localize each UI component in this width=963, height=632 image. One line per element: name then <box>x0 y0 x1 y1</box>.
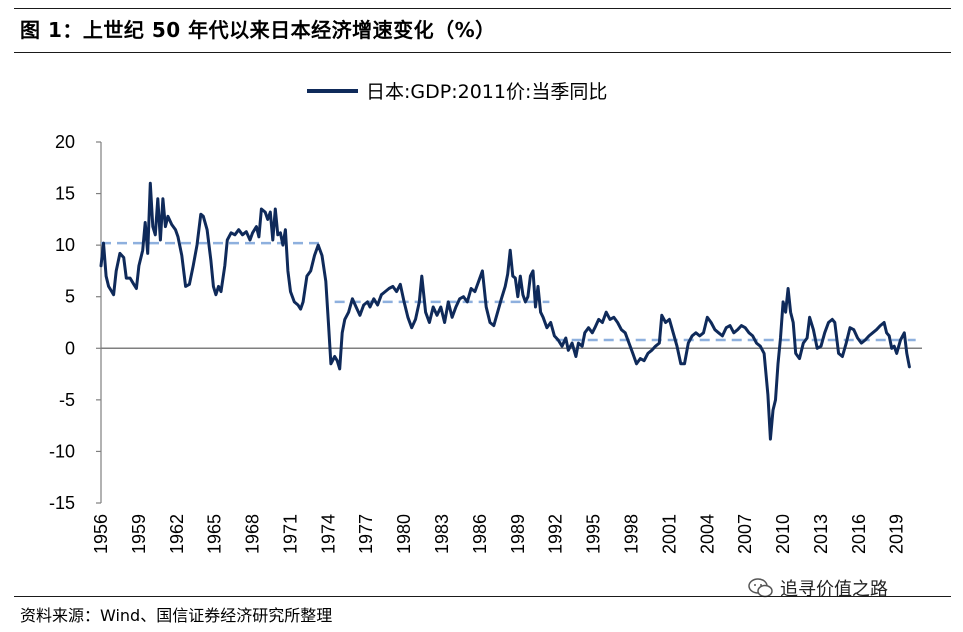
x-tick-label: 1992 <box>546 514 566 554</box>
x-tick-label: 1959 <box>129 514 149 554</box>
y-tick-label: 15 <box>55 184 75 204</box>
y-tick-label: 0 <box>65 338 75 358</box>
series-group <box>99 181 911 441</box>
watermark: 追寻价值之路 <box>748 575 888 601</box>
x-tick-label: 1956 <box>91 514 111 554</box>
x-tick-label: 1986 <box>470 514 490 554</box>
title-rule <box>14 52 951 53</box>
x-tick-label: 1974 <box>318 514 338 554</box>
legend-label: 日本:GDP:2011价:当季同比 <box>366 81 607 103</box>
x-tick-label: 1989 <box>508 514 528 554</box>
y-tick-label: 10 <box>55 235 75 255</box>
x-tick-label: 2016 <box>849 514 869 554</box>
x-tick-label: 1983 <box>432 514 452 554</box>
bottom-rule <box>14 596 951 597</box>
source-note: 资料来源：Wind、国信证券经济研究所整理 <box>20 606 333 625</box>
x-tick-label: 1998 <box>621 514 641 554</box>
x-tick-label: 2004 <box>697 514 717 554</box>
x-tick-label: 1977 <box>356 514 376 554</box>
x-tick-label: 1968 <box>243 514 263 554</box>
x-tick-label: 1971 <box>280 514 300 554</box>
x-tick-label: 2019 <box>887 514 907 554</box>
x-tick-label: 2001 <box>659 514 679 554</box>
page-title: 图 1：上世纪 50 年代以来日本经济增速变化（%） <box>20 18 496 42</box>
x-tick-label: 1965 <box>205 514 225 554</box>
x-axis: 1956 1959 1962 1965 1968 1971 1974 1977 1980 1983… <box>91 347 922 554</box>
y-tick-label: -5 <box>59 390 75 410</box>
y-tick-label: -10 <box>49 441 75 461</box>
x-tick-label: 1980 <box>394 514 414 554</box>
gdp-growth-series-line <box>99 181 911 441</box>
x-tick-label: 1995 <box>584 514 604 554</box>
y-tick-label: -15 <box>49 493 75 513</box>
x-tick-label: 1962 <box>167 514 187 554</box>
y-axis: 20 15 10 5 0 -5 -10 -15 <box>49 132 102 513</box>
legend: 日本:GDP:2011价:当季同比 <box>307 81 607 103</box>
y-tick-label: 5 <box>65 287 75 307</box>
x-tick-label: 2010 <box>773 514 793 554</box>
top-rule <box>14 8 951 9</box>
y-tick-label: 20 <box>55 132 75 152</box>
x-tick-label: 2013 <box>811 514 831 554</box>
x-tick-label: 2007 <box>735 514 755 554</box>
watermark-text: 追寻价值之路 <box>780 579 888 600</box>
